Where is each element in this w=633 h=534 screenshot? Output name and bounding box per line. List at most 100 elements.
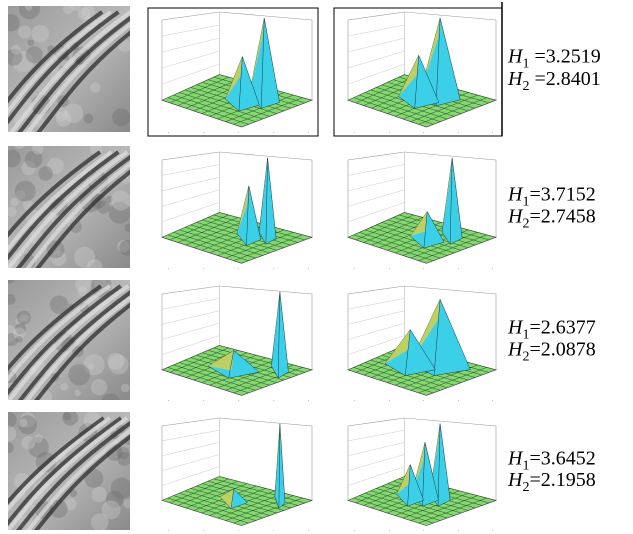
subscript: 2 <box>522 480 529 495</box>
noise <box>108 354 129 375</box>
mesh <box>213 478 306 504</box>
hurst-label: H2=2.1958 <box>507 469 596 495</box>
peak-side <box>271 291 280 367</box>
symbol: H <box>507 184 524 206</box>
axis-tick: · <box>238 398 240 404</box>
symbol: H <box>507 317 524 339</box>
value: =2.1958 <box>529 469 595 491</box>
value: =2.7458 <box>529 206 595 228</box>
mesh <box>233 367 303 394</box>
peak <box>225 55 260 112</box>
fringe <box>25 161 130 268</box>
noise <box>60 382 69 391</box>
symbol: H <box>507 469 524 491</box>
peak-side <box>220 489 234 510</box>
noise <box>19 314 27 322</box>
axis-tick: · <box>273 130 275 136</box>
peak-edge <box>265 157 268 245</box>
noise <box>74 246 96 268</box>
noise <box>90 513 109 530</box>
value: =3.6452 <box>529 448 595 470</box>
noise <box>8 48 23 66</box>
noise <box>54 107 69 121</box>
surface-plot: · · · · · <box>347 417 498 534</box>
subscript: 1 <box>522 56 529 71</box>
noise <box>12 50 34 73</box>
noise <box>15 317 23 325</box>
fringe <box>8 284 111 382</box>
mesh <box>410 232 478 259</box>
noise <box>18 415 38 435</box>
mesh <box>213 347 306 373</box>
noise <box>16 336 23 343</box>
wall-grid <box>347 50 405 69</box>
peak-side <box>385 329 411 364</box>
noise <box>8 206 17 218</box>
noise <box>74 389 81 397</box>
peak <box>207 350 260 379</box>
wall-grid <box>161 429 220 442</box>
peak-edge <box>246 185 250 246</box>
fringe <box>8 284 103 372</box>
noise <box>18 6 41 20</box>
fringe <box>8 150 102 238</box>
fringe <box>8 284 122 396</box>
noise <box>8 14 20 32</box>
noise <box>101 528 107 530</box>
noise <box>65 498 77 511</box>
mesh <box>418 234 487 261</box>
fringe <box>8 416 105 505</box>
noise <box>21 160 36 176</box>
surface-plot: · · · · · <box>161 151 313 272</box>
axis-tick: · <box>389 398 391 404</box>
noise <box>91 486 107 503</box>
value: =3.2519 <box>529 45 600 67</box>
hurst-label: H2=2.7458 <box>507 206 596 232</box>
symbol: H <box>507 45 524 67</box>
value: =2.8401 <box>529 68 600 90</box>
peak-side <box>236 185 249 234</box>
fringe <box>8 10 104 104</box>
mesh <box>233 234 303 261</box>
fringe <box>25 22 130 132</box>
noise <box>83 354 105 376</box>
value: =3.7152 <box>529 184 595 206</box>
axis-tick: · <box>308 398 310 404</box>
peak-side <box>274 423 280 497</box>
noise <box>24 150 43 169</box>
fringe <box>34 302 130 400</box>
noise <box>81 6 96 20</box>
peak-edge <box>407 464 411 507</box>
wall-grid <box>161 454 220 471</box>
noise <box>34 434 43 443</box>
fringe <box>8 150 113 252</box>
wall-grid <box>347 454 405 471</box>
noise <box>77 286 88 297</box>
fringe <box>36 30 130 132</box>
mesh <box>213 214 306 241</box>
peak-side <box>410 211 428 237</box>
wall-grid <box>347 442 405 457</box>
mesh <box>410 94 478 122</box>
surface-plot: · · · · · <box>347 285 497 404</box>
subscript: 2 <box>522 349 529 364</box>
noise <box>16 310 31 325</box>
noise <box>14 323 26 335</box>
wall-grid <box>347 164 405 176</box>
peak <box>271 291 289 379</box>
wall-grid <box>161 24 220 37</box>
noise <box>8 149 21 168</box>
noise <box>96 200 111 214</box>
noise <box>8 333 19 347</box>
wall-grid <box>347 429 405 442</box>
noise <box>51 250 67 266</box>
axis-tick: · <box>389 130 391 136</box>
wall-grid <box>161 310 220 325</box>
axis-tick: · <box>273 266 275 272</box>
mesh <box>225 94 294 122</box>
peak-side <box>409 299 441 364</box>
axis-tick: · <box>238 130 240 136</box>
peak-side <box>430 423 441 495</box>
wall-grid <box>161 202 220 223</box>
axis-tick: · <box>354 528 356 534</box>
